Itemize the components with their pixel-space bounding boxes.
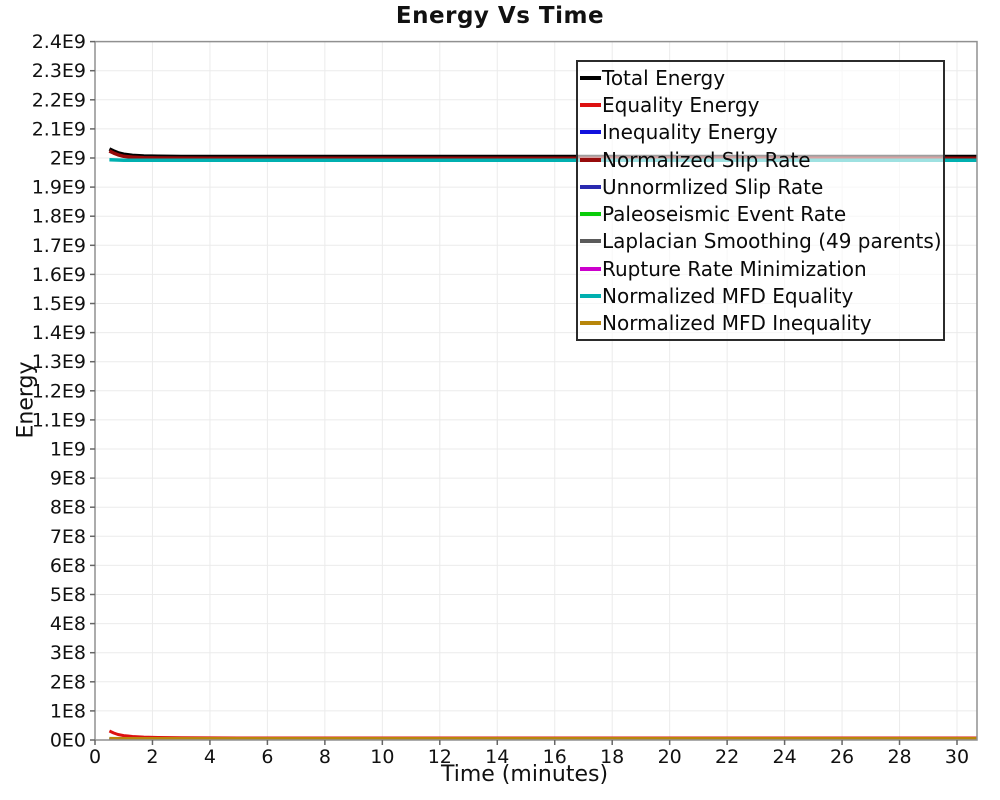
y-tick-label: 2.3E9	[32, 60, 86, 82]
legend-swatch	[580, 130, 601, 135]
legend-swatch	[580, 266, 601, 271]
legend-label: Paleoseismic Event Rate	[602, 202, 847, 227]
legend-label: Total Energy	[602, 65, 726, 90]
legend-swatch	[580, 157, 601, 162]
legend-label: Equality Energy	[602, 92, 760, 117]
y-tick-label: 2.4E9	[32, 31, 86, 53]
y-tick-label: 6E8	[50, 555, 86, 577]
legend-item: Rupture Rate Minimization	[580, 256, 943, 282]
y-tick-label: 2E9	[50, 148, 86, 170]
y-tick-label: 1.3E9	[32, 351, 86, 373]
legend-item: Normalized Slip Rate	[580, 147, 943, 173]
y-tick-label: 7E8	[50, 526, 86, 548]
legend-label: Laplacian Smoothing (49 parents)	[602, 229, 942, 254]
legend: Total Energy Equality Energy Inequality En…	[576, 60, 945, 341]
y-tick-label: 1.2E9	[32, 380, 86, 402]
legend-swatch	[580, 294, 601, 299]
x-tick-label: 30	[945, 746, 969, 768]
x-tick-label: 6	[261, 746, 273, 768]
legend-swatch	[580, 184, 601, 189]
legend-label: Unnormlized Slip Rate	[602, 174, 824, 199]
series-line	[108, 729, 977, 740]
y-tick-label: 2E8	[50, 671, 86, 693]
y-tick-label: 1E9	[50, 439, 86, 461]
y-tick-label: 2.2E9	[32, 89, 86, 111]
legend-label: Rupture Rate Minimization	[602, 256, 867, 281]
x-tick-label: 2	[146, 746, 158, 768]
x-tick-label: 26	[830, 746, 854, 768]
y-tick-label: 1.8E9	[32, 206, 86, 228]
y-tick-label: 5E8	[50, 584, 86, 606]
y-tick-label: 0E0	[50, 730, 86, 752]
legend-item: Normalized MFD Inequality	[580, 310, 943, 336]
y-tick-label: 1.4E9	[32, 322, 86, 344]
y-tick-label: 4E8	[50, 613, 86, 635]
y-tick-label: 2.1E9	[32, 118, 86, 140]
y-tick-label: 1.9E9	[32, 177, 86, 199]
x-tick-label: 14	[485, 746, 509, 768]
legend-item: Paleoseismic Event Rate	[580, 201, 943, 227]
x-tick-label: 20	[658, 746, 682, 768]
legend-item: Laplacian Smoothing (49 parents)	[580, 228, 943, 254]
y-tick-label: 1E8	[50, 700, 86, 722]
legend-swatch	[580, 239, 601, 244]
x-tick-label: 22	[715, 746, 739, 768]
x-tick-label: 4	[204, 746, 216, 768]
legend-label: Normalized MFD Inequality	[602, 311, 872, 336]
legend-item: Equality Energy	[580, 92, 943, 118]
x-tick-label: 0	[89, 746, 101, 768]
y-tick-label: 1.7E9	[32, 235, 86, 257]
legend-label: Normalized Slip Rate	[602, 147, 811, 172]
x-tick-label: 18	[600, 746, 624, 768]
y-tick-label: 9E8	[50, 468, 86, 490]
legend-item: Unnormlized Slip Rate	[580, 174, 943, 200]
legend-swatch	[580, 102, 601, 107]
x-tick-label: 28	[887, 746, 911, 768]
legend-swatch	[580, 212, 601, 217]
y-tick-label: 1.5E9	[32, 293, 86, 315]
y-tick-label: 1.6E9	[32, 264, 86, 286]
legend-label: Normalized MFD Equality	[602, 284, 854, 309]
legend-item: Normalized MFD Equality	[580, 283, 943, 309]
legend-swatch	[580, 75, 601, 80]
series-line	[109, 157, 977, 163]
x-tick-label: 24	[773, 746, 797, 768]
y-tick-label: 8E8	[50, 497, 86, 519]
series-line	[108, 149, 977, 161]
x-axis-title: Time (minutes)	[440, 762, 609, 787]
x-tick-label: 8	[319, 746, 331, 768]
chart-title: Energy Vs Time	[395, 3, 605, 29]
y-tick-label: 1.1E9	[32, 409, 86, 431]
legend-label: Inequality Energy	[602, 120, 778, 145]
x-tick-label: 12	[428, 746, 452, 768]
x-tick-label: 10	[370, 746, 394, 768]
legend-item: Inequality Energy	[580, 119, 943, 145]
y-tick-label: 3E8	[50, 642, 86, 664]
legend-swatch	[580, 321, 601, 326]
legend-item: Total Energy	[580, 65, 943, 91]
x-tick-label: 16	[543, 746, 567, 768]
